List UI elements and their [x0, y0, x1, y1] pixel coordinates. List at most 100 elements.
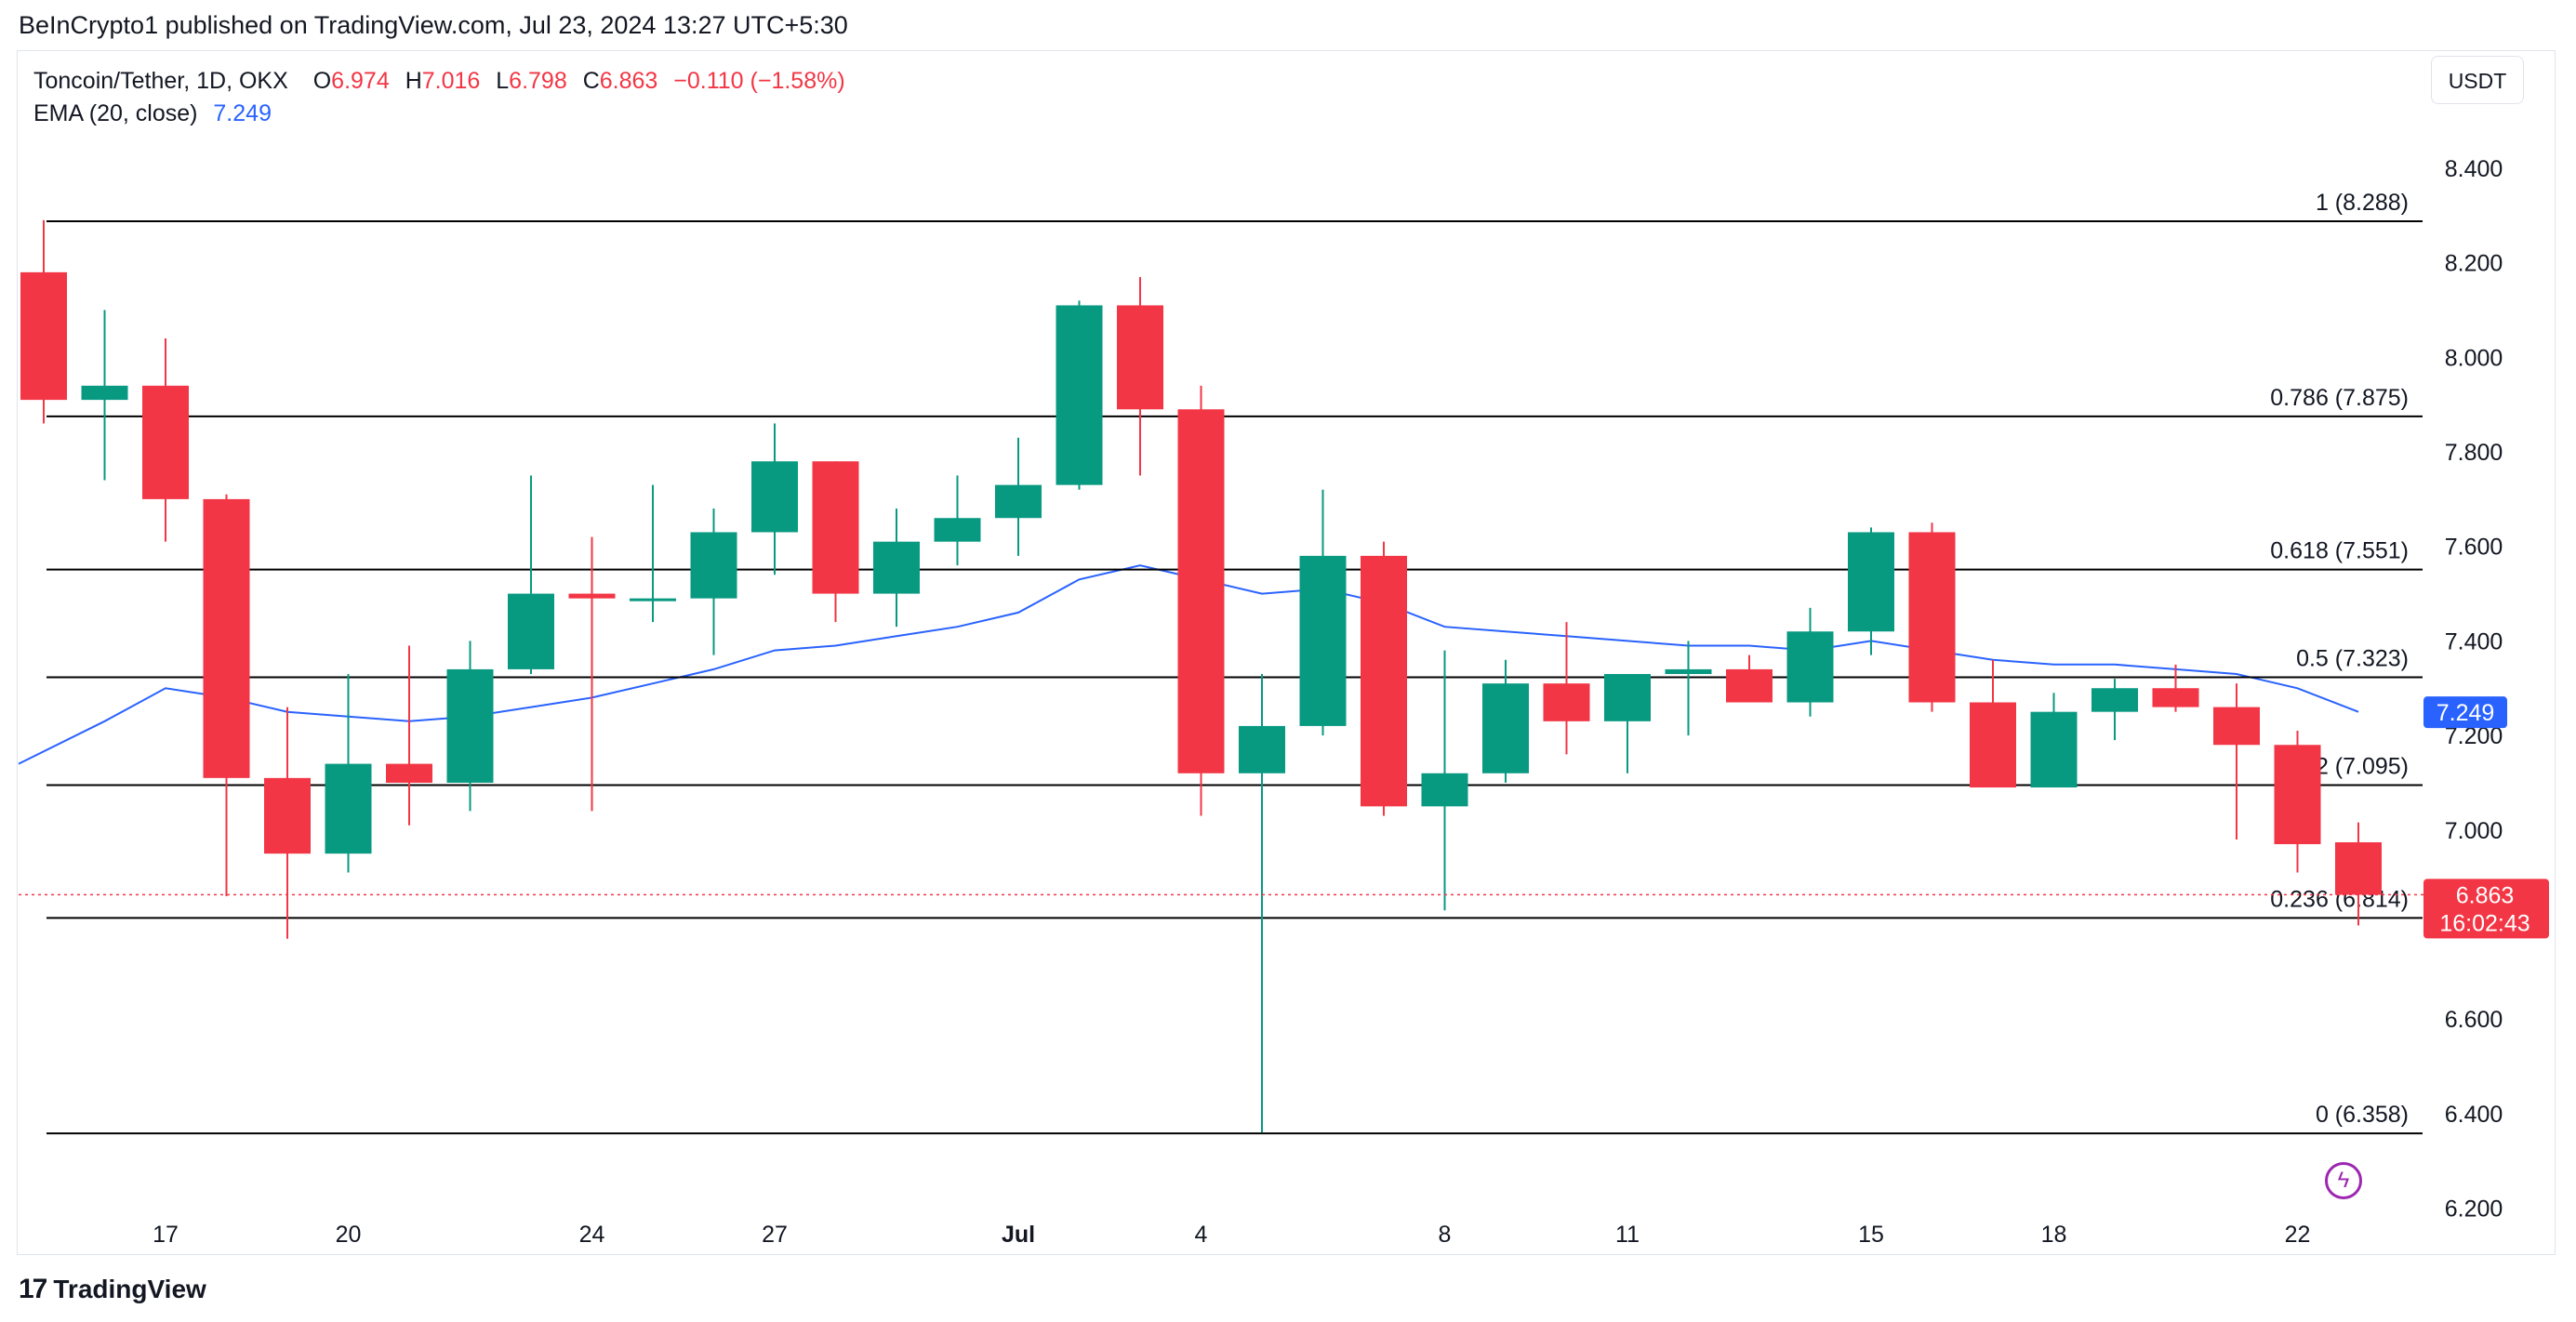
- candle-body: [1239, 725, 1285, 773]
- candle-body: [1604, 674, 1651, 721]
- candle: [995, 437, 1042, 556]
- candle-body: [1848, 532, 1894, 632]
- symbol-label[interactable]: Toncoin/Tether, 1D, OKX: [33, 68, 288, 94]
- y-tick-label: 6.200: [2445, 1196, 2503, 1222]
- candle: [2091, 679, 2138, 741]
- footer-brand-label: TradingView: [53, 1275, 206, 1303]
- candle: [1299, 489, 1347, 736]
- candle: [630, 484, 676, 623]
- candle: [1848, 527, 1894, 655]
- y-tick-label: 8.000: [2445, 345, 2503, 371]
- x-tick-label: 24: [579, 1222, 605, 1248]
- publisher-line: BeInCrypto1 published on TradingView.com…: [19, 11, 848, 39]
- ema-label[interactable]: EMA (20, close): [33, 100, 198, 126]
- fib-label: 0.786 (7.875): [2270, 385, 2409, 411]
- candle-body: [2213, 707, 2260, 746]
- y-tick-label: 8.200: [2445, 251, 2503, 277]
- y-tick-label: 7.400: [2445, 628, 2503, 654]
- x-tick-label: 15: [1858, 1222, 1884, 1248]
- candle: [264, 707, 311, 939]
- x-tick-label: 4: [1195, 1222, 1208, 1248]
- x-tick-label: 18: [2041, 1222, 2067, 1248]
- candle-body: [1299, 555, 1347, 726]
- x-tick-label: 22: [2285, 1222, 2311, 1248]
- ema-price-badge: [2423, 696, 2507, 729]
- candle: [1117, 276, 1163, 476]
- fib-label: 1 (8.288): [2316, 190, 2409, 216]
- change-value: −0.110 (−1.58%): [673, 68, 845, 94]
- x-tick-label: 11: [1615, 1222, 1640, 1248]
- lightning-icon[interactable]: ϟ: [2325, 1162, 2362, 1199]
- candle-body: [1056, 305, 1103, 485]
- x-tick-label: 27: [762, 1222, 788, 1248]
- candle: [2274, 731, 2321, 873]
- countdown-label: 16:02:43: [2439, 910, 2530, 936]
- candle-body: [81, 385, 128, 401]
- candle: [20, 219, 67, 424]
- fib-label: 2 (7.095): [2316, 753, 2409, 779]
- close-label: C: [582, 68, 600, 94]
- candle: [2152, 664, 2199, 712]
- ema-value: 7.249: [213, 100, 272, 126]
- candle: [325, 674, 372, 873]
- chart-legend: Toncoin/Tether, 1D, OKX O6.974 H7.016 L6…: [33, 65, 845, 130]
- y-tick-label: 7.800: [2445, 440, 2503, 466]
- candle-body: [690, 532, 737, 599]
- candle-body: [1786, 631, 1834, 703]
- x-tick-label: 20: [336, 1222, 362, 1248]
- candle-body: [1177, 409, 1225, 773]
- currency-button[interactable]: USDT: [2431, 56, 2524, 104]
- x-tick-label: Jul: [1002, 1222, 1035, 1248]
- candle-body: [1421, 773, 1468, 807]
- close-value: 6.863: [599, 68, 658, 94]
- candle-body: [325, 763, 372, 854]
- candle: [2030, 693, 2078, 788]
- y-tick-label: 7.000: [2445, 818, 2503, 844]
- candle: [508, 475, 554, 674]
- candle: [1177, 385, 1225, 816]
- candle: [81, 310, 128, 481]
- candle-body: [1908, 532, 1956, 703]
- candle: [386, 645, 432, 826]
- candle-body: [1361, 555, 1407, 807]
- candle: [1604, 674, 1651, 773]
- candle: [1543, 622, 1590, 755]
- candle: [1239, 674, 1285, 1133]
- candle-body: [2335, 841, 2382, 895]
- candle-body: [1665, 668, 1712, 674]
- candle-body: [2152, 688, 2199, 707]
- candle-body: [142, 385, 189, 499]
- candle-body: [1482, 683, 1529, 773]
- candle-body: [20, 271, 67, 401]
- chart-frame: [17, 50, 2556, 1255]
- candle-body: [2274, 745, 2321, 845]
- candle: [1361, 541, 1407, 816]
- candle-body: [630, 598, 676, 602]
- candle-body: [934, 518, 981, 542]
- candle: [873, 509, 920, 628]
- candle: [1786, 607, 1834, 717]
- candle: [1726, 654, 1773, 703]
- candle: [142, 338, 189, 542]
- candle-body: [2030, 711, 2078, 788]
- candle: [1056, 300, 1103, 490]
- footer-brand[interactable]: 17 TradingView: [19, 1274, 206, 1305]
- candle-body: [1543, 683, 1590, 721]
- candle-body: [995, 484, 1042, 519]
- fib-label: 0.618 (7.551): [2270, 538, 2409, 564]
- open-value: 6.974: [331, 68, 390, 94]
- candle-body: [203, 498, 250, 778]
- ema-price-badge-label: 7.249: [2437, 700, 2495, 726]
- candle-body: [508, 593, 554, 669]
- candle: [1665, 641, 1712, 736]
- y-tick-label: 8.400: [2445, 156, 2503, 182]
- y-tick-label: 6.400: [2445, 1102, 2503, 1128]
- candle-body: [1117, 305, 1163, 410]
- candle: [690, 509, 737, 655]
- candle: [203, 494, 250, 896]
- y-tick-label: 7.600: [2445, 535, 2503, 561]
- candle: [1482, 659, 1529, 783]
- high-label: H: [405, 68, 422, 94]
- candle-body: [2091, 688, 2138, 712]
